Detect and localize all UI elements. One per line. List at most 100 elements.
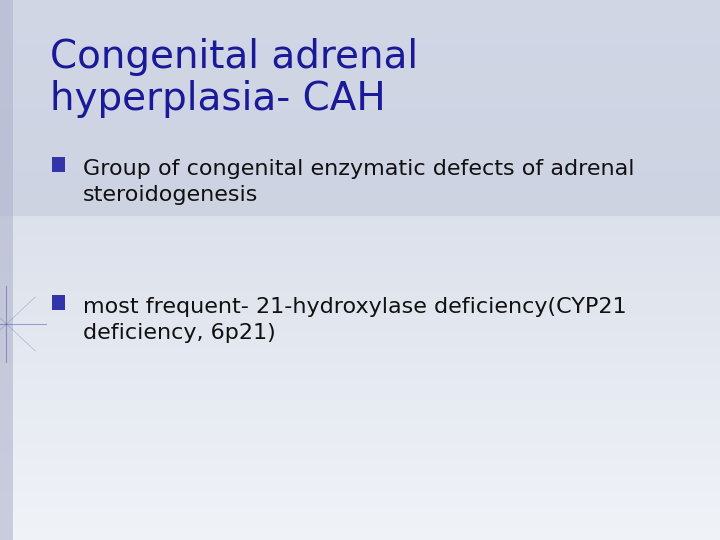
Bar bbox=[0, 433, 720, 435]
Bar bbox=[0, 3, 720, 5]
Bar bbox=[0, 110, 720, 112]
Bar bbox=[0, 42, 720, 44]
Bar bbox=[0, 214, 720, 215]
Bar bbox=[0, 509, 720, 511]
Bar bbox=[0, 242, 720, 244]
Bar bbox=[0, 256, 720, 258]
Bar bbox=[0, 404, 720, 406]
Bar bbox=[0, 120, 720, 122]
Bar bbox=[0, 269, 720, 271]
Bar bbox=[0, 501, 720, 503]
Bar bbox=[0, 159, 720, 160]
Bar bbox=[0, 487, 720, 488]
Bar bbox=[0, 229, 720, 231]
Bar bbox=[0, 309, 720, 311]
Bar bbox=[0, 255, 720, 256]
Bar bbox=[52, 295, 65, 310]
Bar bbox=[0, 265, 720, 266]
Bar bbox=[0, 107, 720, 109]
Bar bbox=[0, 31, 720, 32]
Bar bbox=[0, 131, 720, 133]
Bar bbox=[0, 440, 720, 441]
Bar bbox=[0, 149, 720, 151]
Bar bbox=[0, 89, 720, 91]
Bar bbox=[0, 162, 720, 164]
Bar bbox=[0, 530, 720, 532]
Bar bbox=[0, 45, 720, 47]
Bar bbox=[0, 346, 720, 347]
Bar bbox=[0, 186, 720, 188]
Bar bbox=[0, 292, 720, 293]
Bar bbox=[0, 99, 720, 100]
Bar bbox=[0, 112, 720, 113]
Bar bbox=[0, 219, 720, 220]
Bar bbox=[0, 316, 720, 318]
Bar bbox=[0, 227, 720, 229]
Bar bbox=[0, 279, 720, 280]
Bar bbox=[0, 143, 720, 144]
Bar bbox=[0, 230, 720, 232]
Bar bbox=[0, 204, 720, 206]
Bar bbox=[0, 328, 720, 329]
Bar bbox=[0, 231, 720, 232]
Bar bbox=[0, 373, 720, 375]
Bar bbox=[0, 287, 720, 288]
Bar bbox=[0, 485, 720, 487]
Bar bbox=[0, 49, 720, 50]
Bar bbox=[0, 202, 720, 204]
Bar bbox=[0, 414, 720, 415]
Bar bbox=[0, 365, 720, 367]
Bar bbox=[0, 516, 720, 517]
Bar bbox=[0, 428, 720, 430]
Bar bbox=[0, 310, 720, 312]
Bar bbox=[0, 2, 720, 3]
Bar bbox=[0, 420, 720, 422]
Bar bbox=[0, 477, 720, 478]
Bar bbox=[52, 157, 65, 172]
Bar bbox=[0, 448, 720, 449]
Bar bbox=[0, 381, 720, 383]
Bar bbox=[0, 201, 720, 202]
Bar bbox=[0, 352, 720, 354]
Bar bbox=[0, 422, 720, 423]
Bar bbox=[0, 235, 720, 237]
Bar bbox=[0, 342, 720, 344]
Bar bbox=[0, 462, 720, 464]
Bar bbox=[0, 138, 720, 139]
Bar bbox=[0, 490, 720, 491]
Bar bbox=[0, 331, 720, 333]
Bar bbox=[0, 402, 720, 404]
Bar bbox=[0, 299, 720, 300]
Bar bbox=[0, 334, 720, 336]
Bar bbox=[0, 459, 720, 461]
Bar bbox=[0, 268, 720, 269]
Bar bbox=[0, 47, 720, 49]
Bar bbox=[0, 410, 720, 412]
Bar bbox=[0, 55, 720, 57]
Bar bbox=[0, 322, 720, 324]
Bar bbox=[0, 388, 720, 389]
Bar bbox=[0, 241, 720, 243]
Bar bbox=[0, 139, 720, 141]
Bar bbox=[0, 118, 720, 120]
Bar bbox=[0, 525, 720, 527]
Bar bbox=[0, 464, 720, 465]
Bar bbox=[0, 258, 720, 259]
Bar bbox=[0, 504, 720, 506]
Bar bbox=[0, 412, 720, 414]
Bar bbox=[0, 301, 720, 303]
Bar bbox=[0, 125, 720, 126]
Bar bbox=[0, 272, 720, 274]
Bar bbox=[0, 285, 720, 287]
Bar bbox=[0, 284, 720, 285]
Bar bbox=[0, 514, 720, 516]
Bar bbox=[0, 305, 720, 307]
Bar bbox=[0, 292, 720, 294]
Bar bbox=[0, 228, 720, 230]
Bar bbox=[0, 319, 720, 321]
Bar bbox=[0, 63, 720, 65]
Bar bbox=[0, 307, 720, 308]
Bar bbox=[0, 321, 720, 322]
Bar bbox=[0, 288, 720, 290]
Bar bbox=[0, 527, 720, 529]
